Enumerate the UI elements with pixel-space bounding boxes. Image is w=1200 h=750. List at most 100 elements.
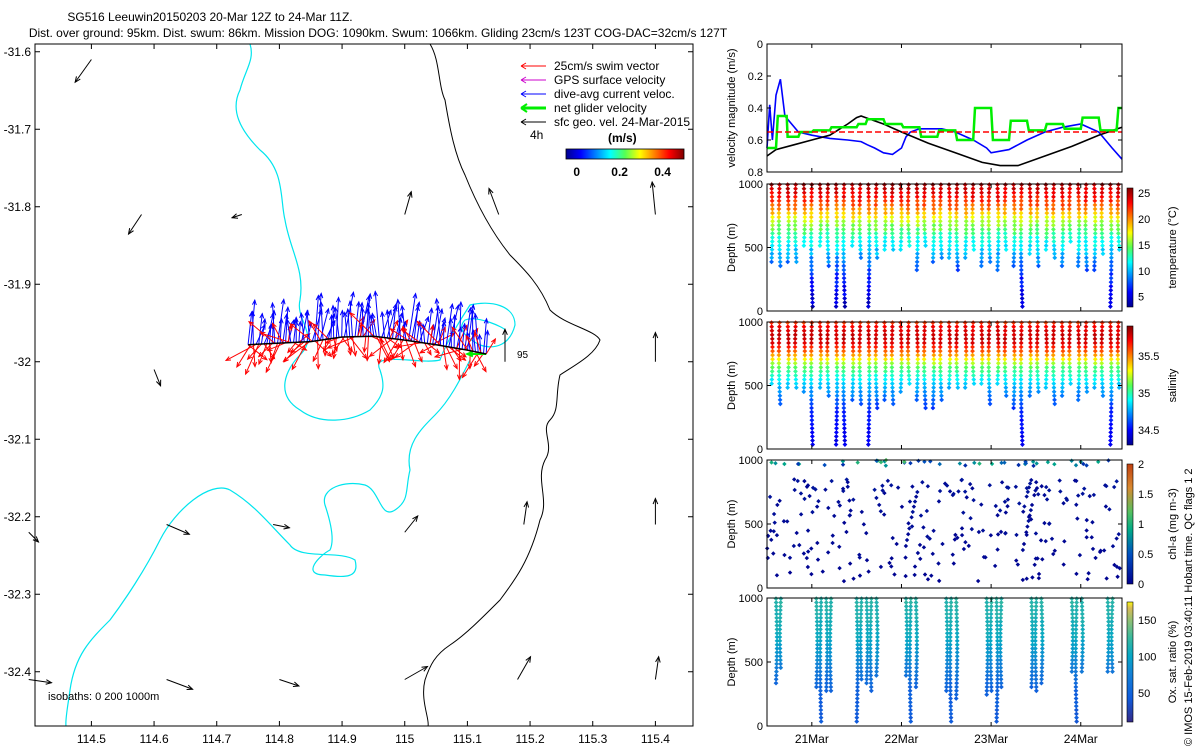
surface-vector-arrow [153, 369, 162, 387]
data-point [814, 626, 820, 632]
data-point [995, 214, 1001, 220]
data-point [792, 328, 798, 334]
data-point [1051, 235, 1057, 240]
data-point [801, 182, 807, 188]
data-point [885, 478, 891, 484]
data-point [986, 231, 992, 236]
data-point [855, 673, 861, 678]
data-point [1002, 202, 1008, 208]
data-point [937, 356, 943, 362]
data-point [841, 255, 846, 261]
data-point [915, 550, 921, 556]
data-point [866, 300, 871, 305]
data-point [908, 596, 914, 602]
data-point [1061, 501, 1066, 506]
data-point [997, 508, 1003, 513]
data-point [914, 661, 920, 667]
data-point [817, 684, 823, 690]
data-point [947, 235, 953, 240]
data-point [1069, 458, 1074, 463]
data-point [1066, 202, 1072, 208]
data-point [786, 340, 791, 346]
data-point [1035, 369, 1040, 374]
data-point [792, 352, 798, 358]
data-point [906, 324, 911, 330]
data-point [857, 348, 862, 354]
data-point [986, 222, 992, 228]
data-point [834, 413, 840, 419]
data-point [921, 545, 927, 550]
data-point [995, 360, 1001, 366]
data-point [1067, 182, 1073, 188]
data-point [931, 385, 937, 391]
data-point [1043, 328, 1049, 334]
data-point [889, 356, 895, 362]
data-point [1039, 676, 1044, 682]
data-point [834, 385, 840, 391]
data-point [814, 607, 820, 613]
data-point [944, 673, 950, 678]
data-point [954, 684, 959, 690]
data-point [809, 571, 814, 577]
data-point [866, 328, 871, 334]
data-point [1083, 214, 1088, 220]
data-point [769, 324, 775, 330]
data-point [992, 563, 998, 569]
data-point [937, 206, 943, 212]
data-point [1083, 231, 1088, 236]
data-point [834, 231, 840, 236]
surface-vector-arrow [127, 214, 142, 236]
data-point [855, 653, 861, 659]
data-point [834, 417, 840, 423]
data-point [777, 385, 782, 391]
dac-vector [317, 292, 324, 341]
data-point [776, 222, 782, 228]
surface-vectors [28, 59, 661, 690]
data-point [1092, 324, 1097, 330]
data-point [931, 344, 937, 350]
data-point [1020, 547, 1026, 553]
data-point [1108, 434, 1114, 439]
data-point [858, 634, 863, 640]
data-point [825, 194, 831, 200]
data-point [1074, 719, 1080, 724]
data-point [962, 186, 968, 192]
data-point [818, 603, 824, 609]
data-point [1011, 389, 1017, 395]
data-point [1087, 493, 1092, 499]
data-point [874, 661, 880, 667]
data-point [947, 222, 953, 228]
data-point [1028, 377, 1033, 382]
data-point [814, 680, 819, 686]
data-point [850, 332, 856, 338]
data-point [970, 231, 976, 236]
surface-vector-arrow [230, 213, 242, 219]
data-point [1003, 389, 1009, 395]
colorbar-tick-label: 35.5 [1138, 351, 1159, 363]
data-point [1107, 182, 1113, 188]
data-point [988, 661, 994, 667]
data-point [964, 495, 969, 500]
data-point [1019, 320, 1024, 326]
data-point [908, 703, 913, 709]
data-point [802, 352, 808, 358]
data-point [842, 438, 848, 443]
data-point [778, 603, 783, 609]
data-point [985, 638, 991, 644]
data-point [1002, 186, 1008, 192]
data-point [994, 623, 1000, 628]
data-point [774, 611, 779, 617]
data-point [1043, 324, 1049, 330]
swim-vector [362, 336, 368, 354]
data-point [834, 202, 839, 208]
data-point [841, 360, 846, 366]
swim-vector [326, 336, 356, 349]
data-point [1002, 214, 1008, 220]
profile-points [769, 320, 1122, 447]
data-point [984, 673, 990, 678]
data-point [777, 630, 783, 636]
swim-vector [456, 348, 462, 381]
data-point [931, 381, 937, 386]
data-point [1019, 275, 1024, 281]
data-point [1019, 296, 1025, 301]
